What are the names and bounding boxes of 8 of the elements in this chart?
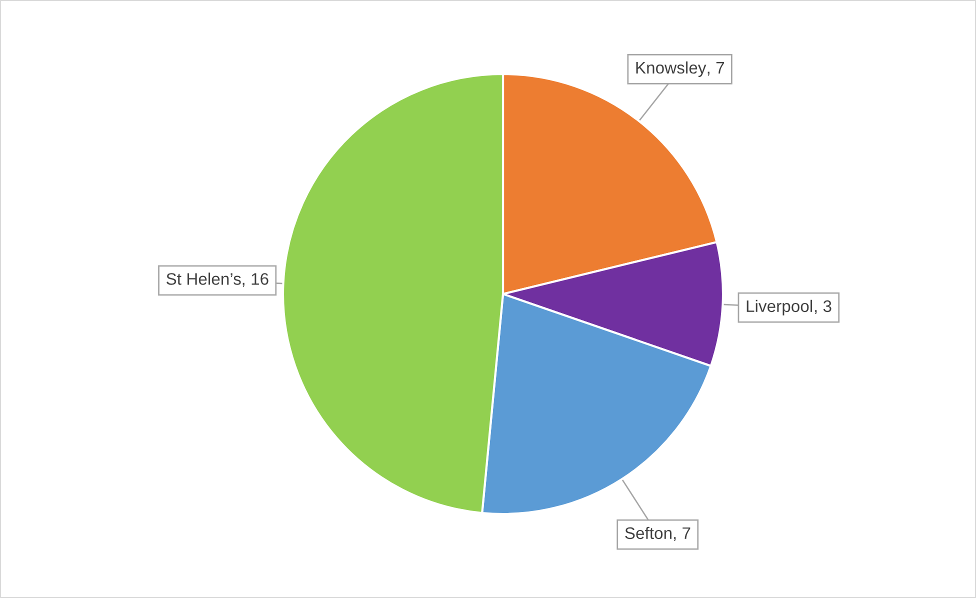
slice-label: Sefton [625,526,672,540]
data-label: , 7 [674,527,690,542]
slice-label: Knowsley [636,61,706,77]
slice-label: Liverpool [746,300,812,316]
data-label: , 3 [814,300,832,314]
data-label: , 7 [708,62,724,76]
data-label: , 16 [242,273,268,287]
slice-label: St Helen’s [166,272,241,285]
